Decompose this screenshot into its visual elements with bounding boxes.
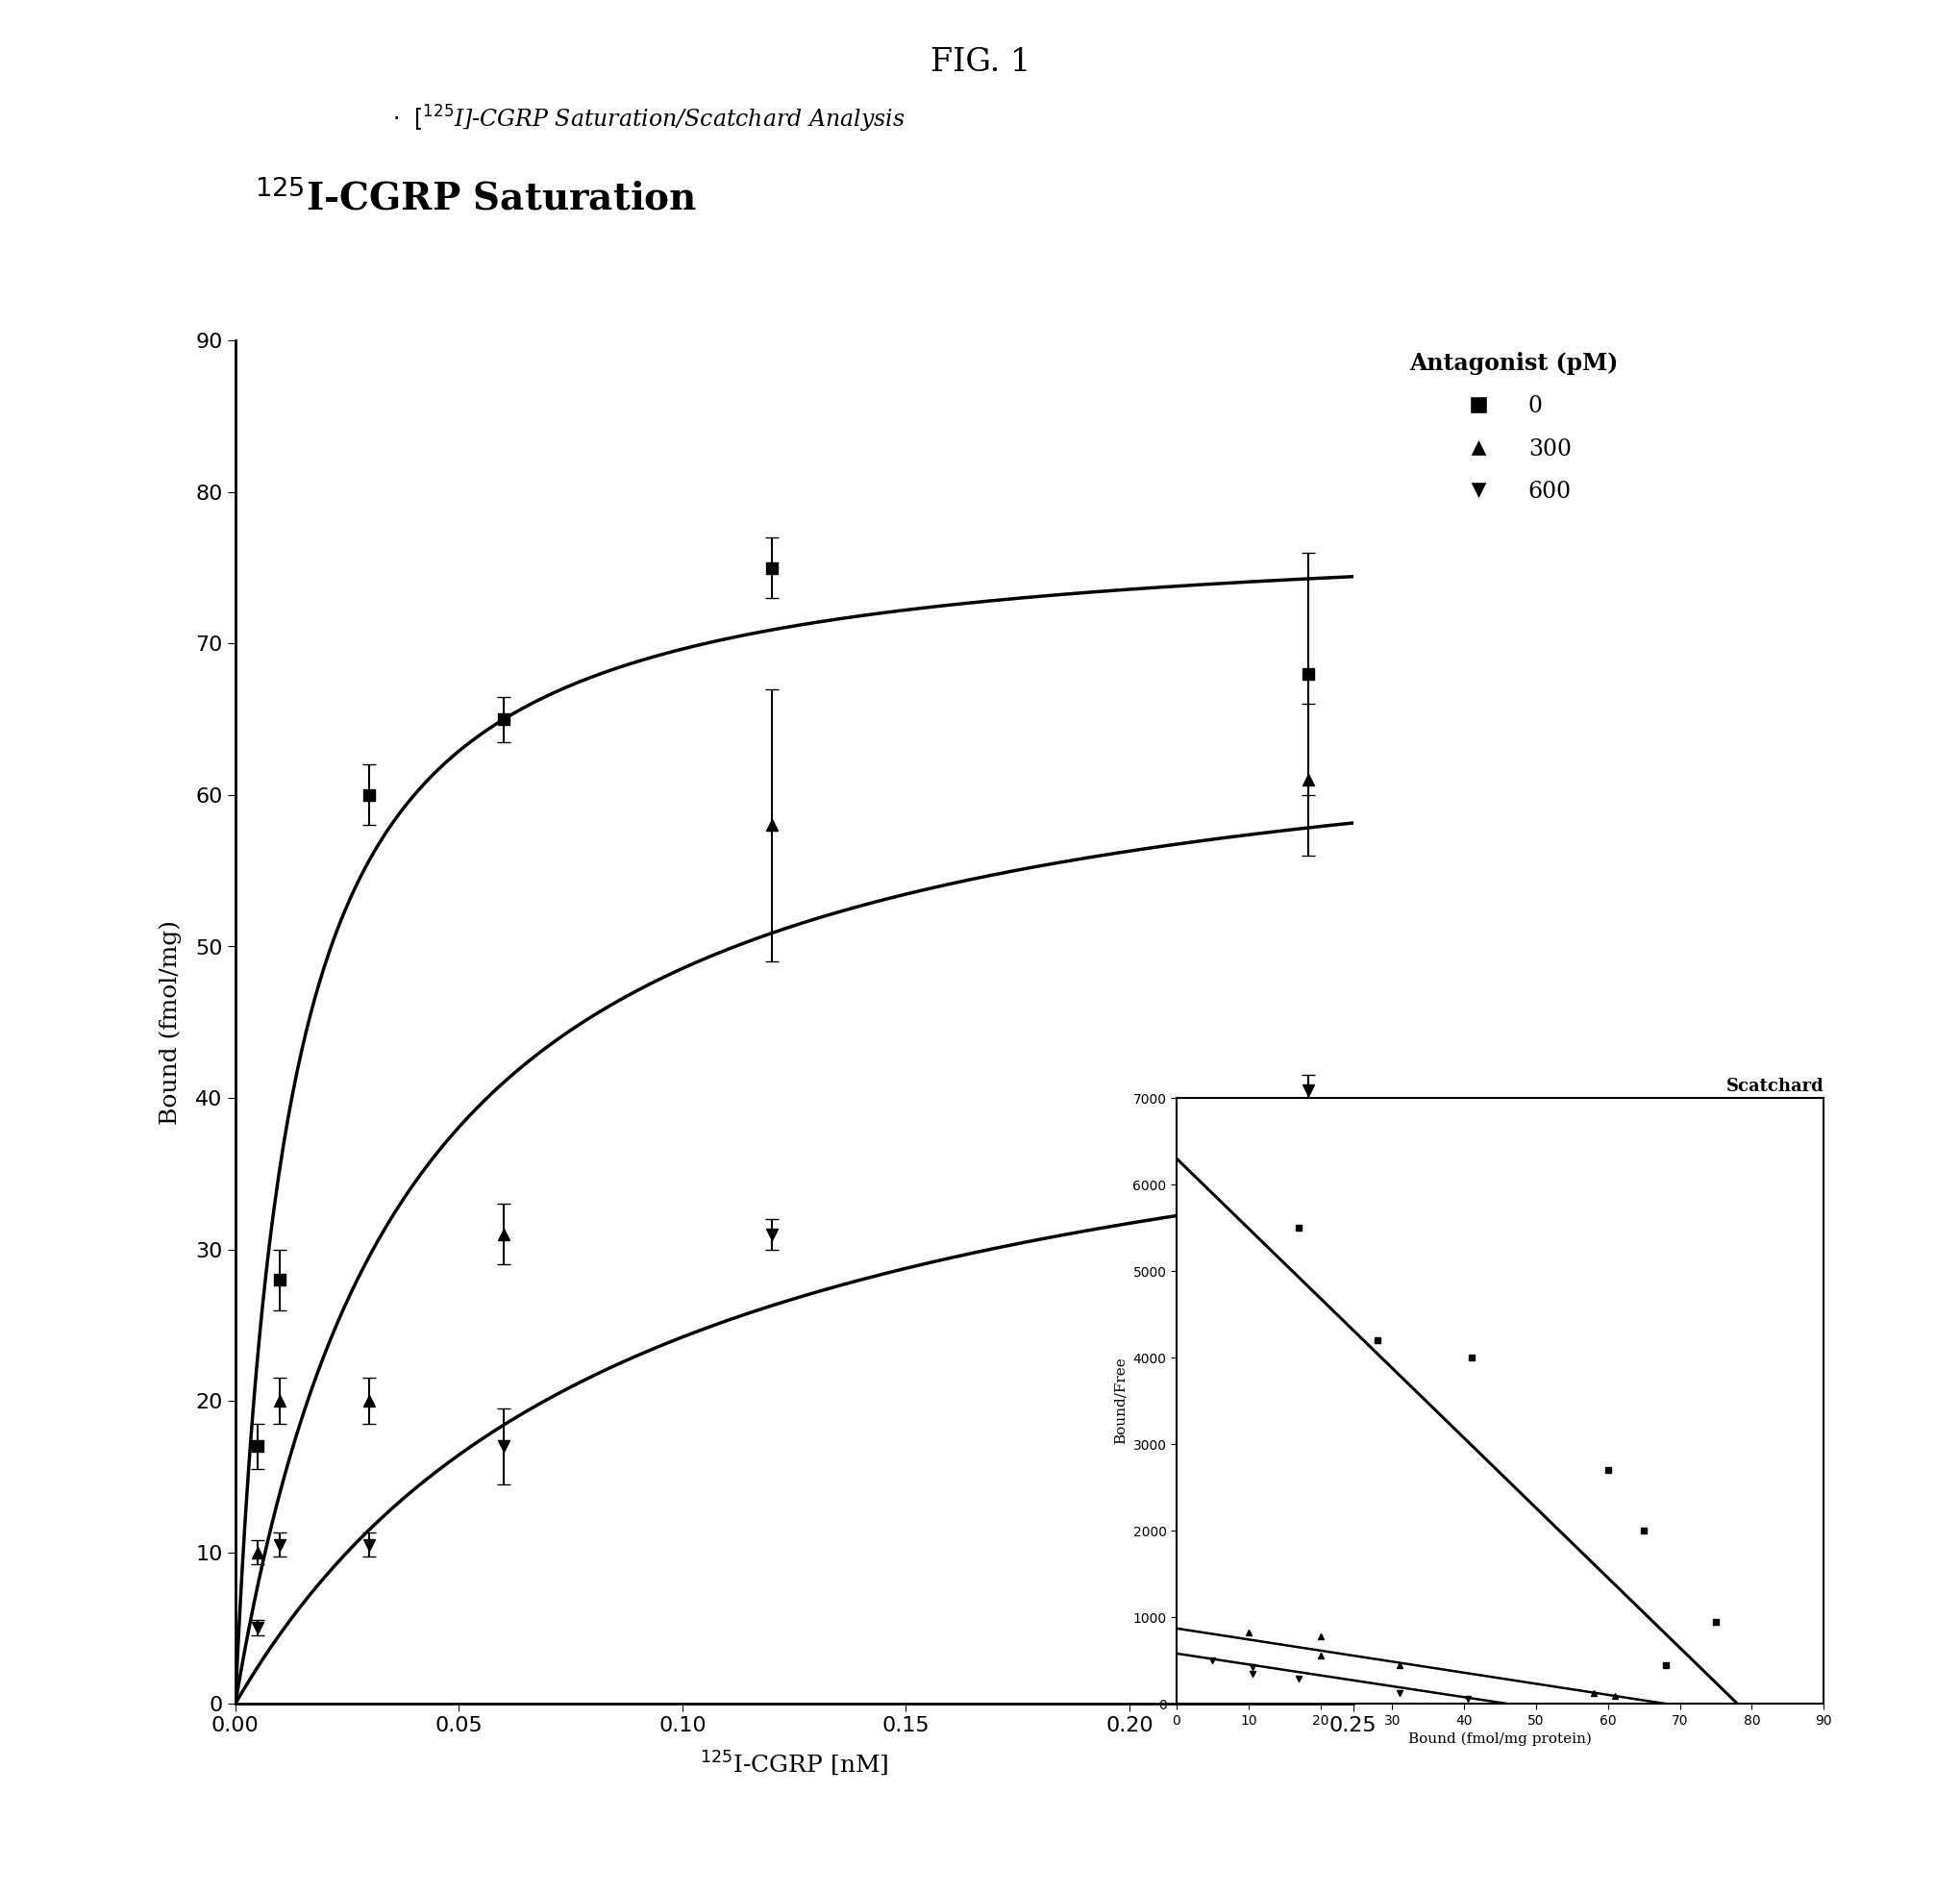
Text: Scatchard: Scatchard [1725,1077,1823,1096]
Text: $\cdot$  $[^{125}$I]-CGRP Saturation/Scatchard Analysis: $\cdot$ $[^{125}$I]-CGRP Saturation/Scat… [392,104,904,134]
Text: FIG. 1: FIG. 1 [929,47,1031,78]
Y-axis label: Bound/Free: Bound/Free [1113,1357,1127,1444]
Legend: 0, 300, 600: 0, 300, 600 [1409,352,1617,504]
Text: $^{125}$I-CGRP Saturation: $^{125}$I-CGRP Saturation [255,180,698,218]
X-axis label: $^{125}$I-CGRP [nM]: $^{125}$I-CGRP [nM] [700,1749,888,1778]
X-axis label: Bound (fmol/mg protein): Bound (fmol/mg protein) [1407,1732,1592,1747]
Y-axis label: Bound (fmol/mg): Bound (fmol/mg) [159,920,182,1124]
